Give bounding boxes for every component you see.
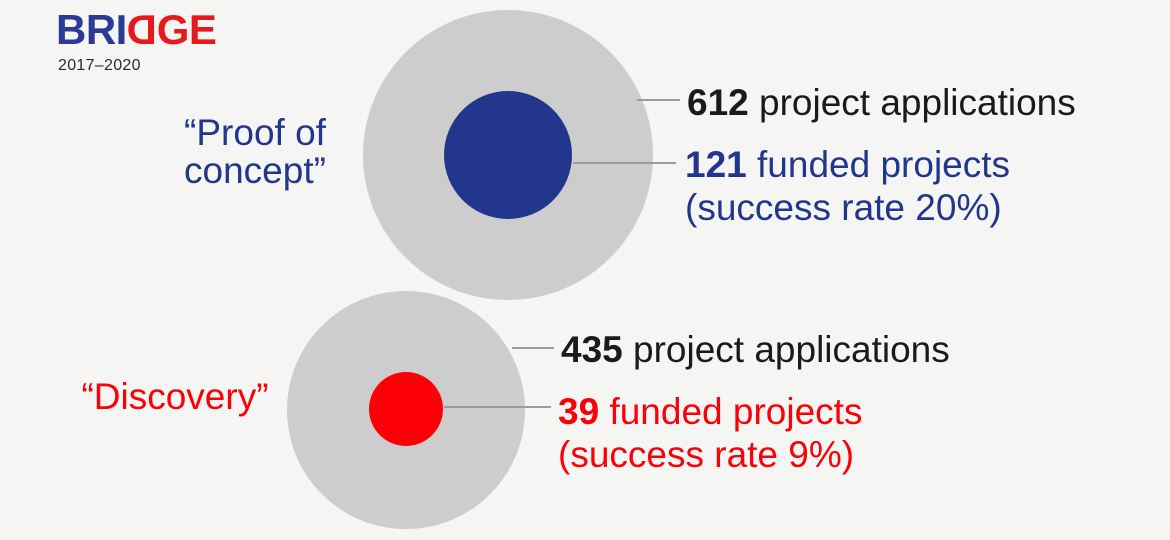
logo-mirrored-d: D bbox=[126, 6, 157, 53]
group-label-proof: “Proof of concept” bbox=[184, 112, 326, 191]
group-label-discovery: “Discovery” bbox=[81, 376, 269, 417]
funded-bubble-proof bbox=[444, 91, 572, 219]
stat-discovery-applications-label: project applications bbox=[633, 329, 950, 370]
bridge-logo: BRIDGE bbox=[56, 6, 217, 53]
logo-text-blue: BRI bbox=[56, 6, 127, 53]
stat-discovery-funded-value: 39 bbox=[558, 391, 600, 432]
stat-proof-funded: 121 funded projects (success rate 20%) bbox=[685, 143, 1010, 229]
logo-years: 2017–2020 bbox=[58, 57, 141, 74]
stat-discovery-success-note: (success rate 9%) bbox=[558, 434, 855, 475]
stat-proof-funded-value: 121 bbox=[685, 144, 747, 185]
stat-discovery-funded-line: 39 funded projects bbox=[558, 390, 862, 433]
stat-proof-funded-line: 121 funded projects bbox=[685, 143, 1010, 186]
connector-line-proof-applications bbox=[637, 99, 680, 101]
stat-proof-applications-label: project applications bbox=[759, 82, 1076, 123]
stat-proof-funded-label: funded projects bbox=[757, 144, 1011, 185]
stat-discovery-funded-label: funded projects bbox=[609, 391, 863, 432]
stat-discovery-applications: 435 project applications bbox=[561, 328, 950, 371]
connector-line-discovery-funded bbox=[444, 406, 551, 408]
funded-bubble-discovery bbox=[369, 372, 443, 446]
connector-line-proof-funded bbox=[573, 162, 676, 164]
connector-line-discovery-applications bbox=[512, 347, 554, 349]
stat-discovery-funded: 39 funded projects (success rate 9%) bbox=[558, 390, 862, 476]
logo-text-red: GE bbox=[156, 6, 217, 53]
stat-proof-applications-value: 612 bbox=[687, 82, 749, 123]
stat-proof-success-note: (success rate 20%) bbox=[685, 187, 1002, 228]
stat-proof-applications: 612 project applications bbox=[687, 81, 1076, 124]
stat-discovery-applications-value: 435 bbox=[561, 329, 623, 370]
